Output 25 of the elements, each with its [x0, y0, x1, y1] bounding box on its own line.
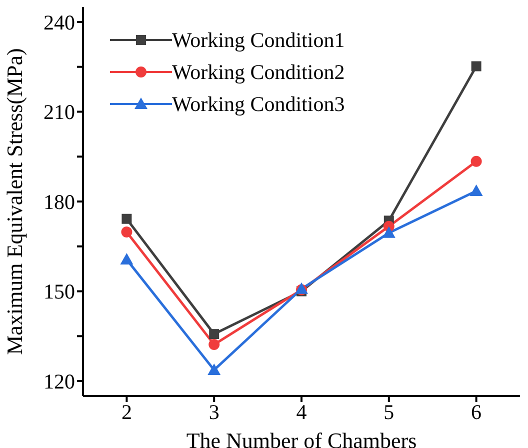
y-tick-label: 150 — [44, 280, 75, 304]
point — [208, 339, 220, 350]
x-tick-label: 4 — [296, 400, 308, 424]
x-tick-label: 6 — [471, 400, 482, 424]
point — [121, 226, 132, 238]
x-tick-label: 3 — [208, 400, 220, 424]
legend-label: Working Condition1 — [172, 28, 345, 52]
legend-label: Working Condition2 — [172, 60, 345, 84]
legend-label: Working Condition3 — [172, 92, 345, 116]
point — [471, 61, 482, 72]
x-tick-label: 2 — [121, 400, 132, 424]
point — [122, 214, 132, 224]
x-tick-label: 5 — [384, 400, 394, 424]
point — [470, 156, 482, 167]
y-axis-title: Maximum Equivalent Stress(MPa) — [2, 48, 27, 355]
point — [470, 184, 483, 196]
x-axis-title: The Number of Chambers — [186, 428, 417, 448]
y-tick-label: 120 — [44, 369, 75, 394]
point — [382, 226, 396, 238]
y-tick-label: 210 — [44, 100, 75, 124]
point — [120, 253, 134, 265]
y-tick-label: 240 — [44, 10, 75, 34]
y-tick-label: 180 — [44, 190, 75, 214]
point — [209, 329, 220, 340]
point — [208, 363, 221, 375]
